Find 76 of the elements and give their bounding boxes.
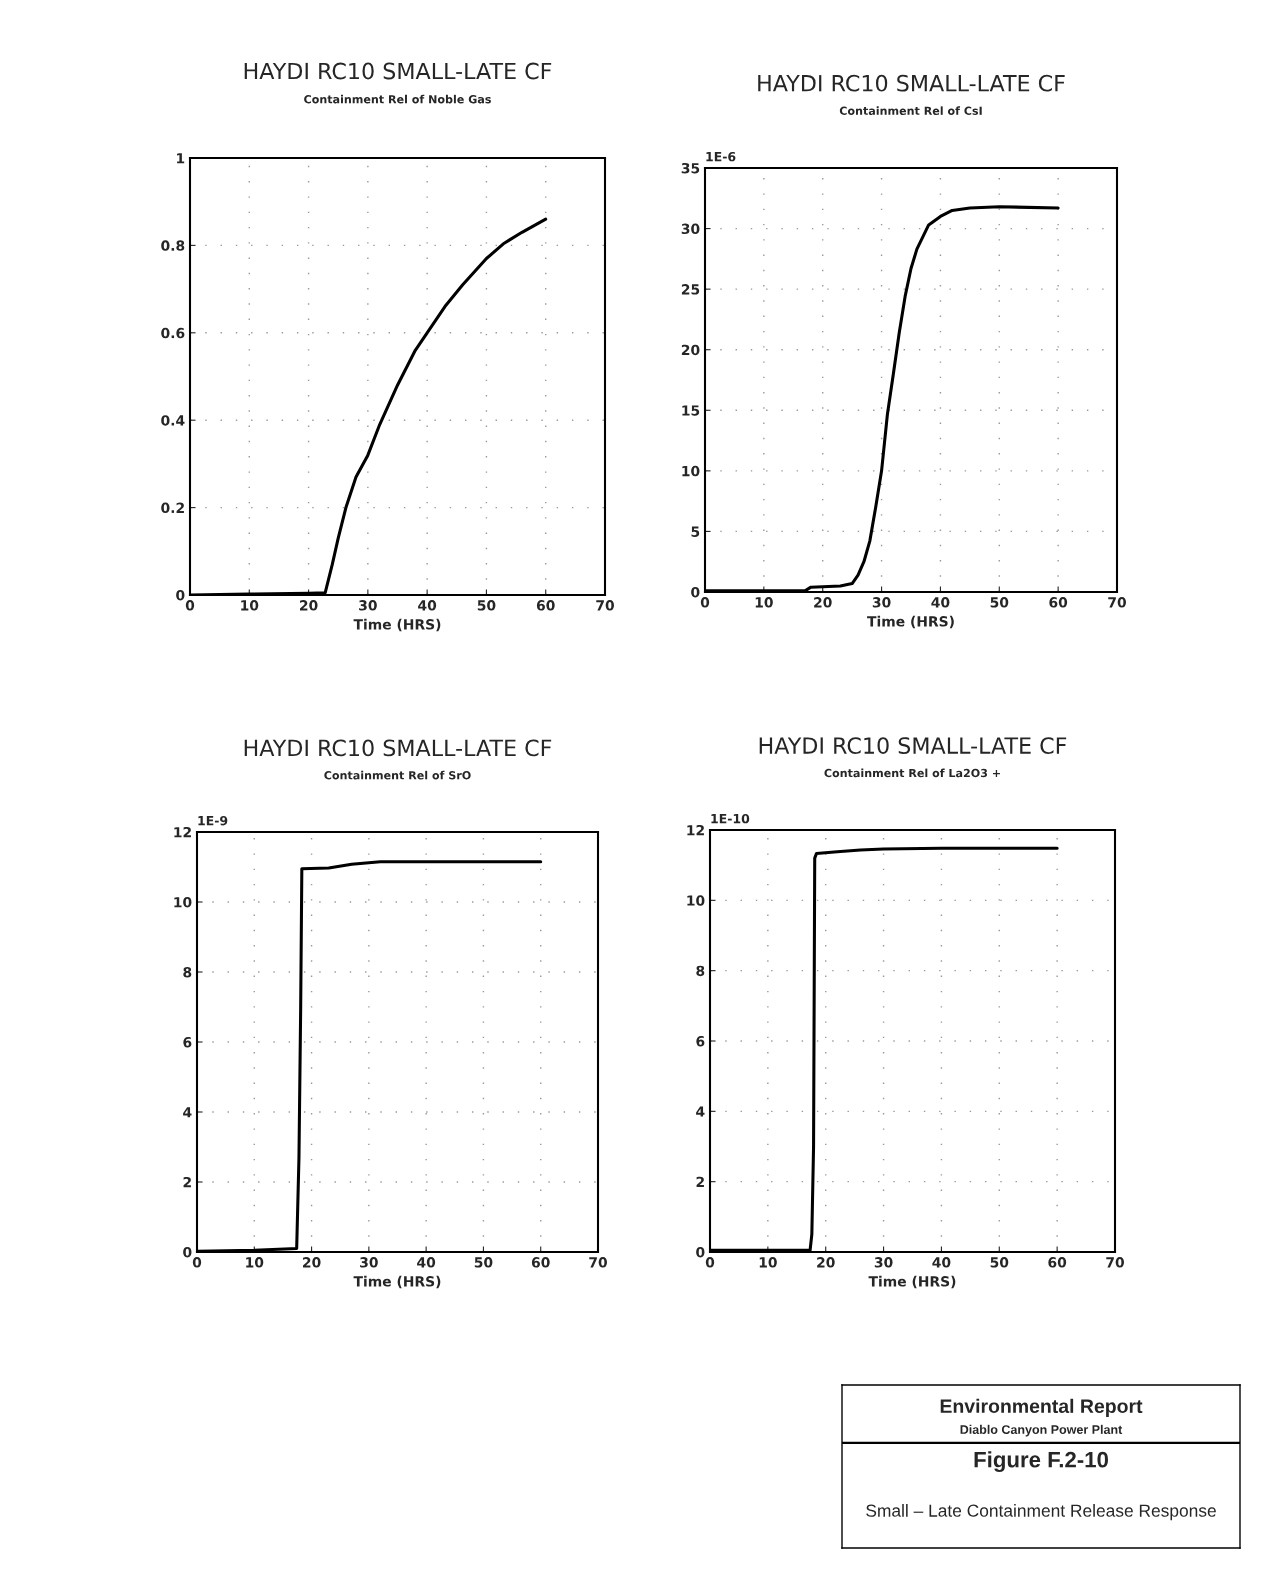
y-tick-label: 8	[696, 965, 705, 977]
y-tick-label: 0.4	[161, 415, 185, 426]
x-tick-label: 70	[589, 1257, 607, 1268]
y-axis-title: 1E-6	[706, 151, 736, 162]
x-tick-label: 30	[360, 1257, 378, 1268]
y-tick-label: 30	[681, 223, 700, 235]
chart-title: HAYDI RC10 SMALL-LATE CF	[758, 74, 1065, 92]
x-tick-label: 50	[474, 1257, 493, 1268]
x-tick-label: 0	[705, 1257, 715, 1268]
chart-subtitle: Containment Rel of SrO	[324, 770, 471, 780]
x-tick-label: 60	[1048, 1257, 1067, 1268]
x-tick-label: 40	[932, 1257, 951, 1268]
x-tick-label: 50	[990, 1257, 1009, 1268]
x-tick-label: 30	[872, 597, 891, 608]
y-tick-label: 10	[174, 896, 192, 908]
y-tick-label: 5	[691, 526, 700, 537]
chart-title: HAYDI RC10 SMALL-LATE CF	[244, 62, 552, 80]
y-tick-label: 2	[696, 1176, 704, 1187]
x-tick-label: 10	[755, 597, 773, 608]
y-tick-label: 20	[681, 344, 700, 356]
x-axis-title: Time (HRS)	[353, 1275, 441, 1289]
text: Environmental Report	[940, 1398, 1143, 1417]
x-tick-label: 60	[1049, 597, 1068, 608]
y-tick-label: 10	[682, 465, 700, 477]
x-axis-title: Time (HRS)	[353, 618, 441, 632]
x-tick-label: 30	[874, 1257, 893, 1268]
x-tick-label: 70	[1106, 1257, 1124, 1268]
x-tick-label: 10	[759, 1257, 777, 1268]
x-tick-label: 60	[536, 600, 555, 611]
chart-subtitle: Containment Rel of CsI	[839, 106, 982, 115]
y-tick-label: 4	[696, 1106, 705, 1117]
y-tick-label: 8	[183, 966, 192, 978]
x-tick-label: 30	[359, 600, 377, 611]
x-tick-label: 40	[418, 600, 437, 611]
text: Diablo Canyon Power Plant	[960, 1424, 1123, 1437]
text: Figure F.2-10	[974, 1451, 1109, 1473]
y-tick-label: 0	[691, 586, 700, 598]
x-tick-label: 40	[931, 597, 950, 608]
y-tick-label: 0	[183, 1246, 192, 1258]
x-tick-label: 20	[814, 597, 832, 608]
chart-subtitle: Containment Rel of Noble Gas	[304, 94, 491, 104]
y-axis-title: 1E-9	[198, 815, 228, 826]
y-tick-label: 6	[696, 1035, 705, 1047]
x-tick-label: 10	[246, 1257, 264, 1268]
y-tick-label: 25	[681, 284, 700, 295]
y-tick-label: 0.2	[161, 502, 184, 514]
x-axis-title: Time (HRS)	[867, 615, 954, 629]
y-tick-label: 4	[183, 1107, 192, 1118]
x-tick-label: 50	[990, 597, 1009, 608]
y-tick-label: 35	[681, 162, 700, 174]
x-tick-label: 20	[300, 600, 318, 611]
y-axis-title: 1E-10	[711, 813, 750, 824]
y-tick-label: 0.6	[161, 327, 185, 339]
x-tick-label: 70	[596, 600, 614, 611]
y-tick-label: 2	[183, 1176, 191, 1188]
y-tick-label: 15	[682, 405, 700, 416]
chart-title: HAYDI RC10 SMALL-LATE CF	[244, 739, 552, 757]
x-tick-label: 20	[817, 1257, 835, 1268]
x-tick-label: 70	[1108, 597, 1126, 608]
y-tick-label: 10	[687, 895, 705, 906]
chart-title: HAYDI RC10 SMALL-LATE CF	[759, 737, 1067, 754]
y-tick-label: 6	[183, 1036, 192, 1048]
y-tick-label: 0	[696, 1246, 705, 1258]
y-tick-label: 12	[174, 826, 191, 838]
text: Small – Late Containment Release Response	[866, 1504, 1216, 1521]
x-tick-label: 10	[241, 600, 259, 611]
y-tick-label: 0.8	[161, 240, 185, 251]
x-tick-label: 20	[303, 1257, 321, 1268]
x-tick-label: 40	[417, 1257, 436, 1268]
x-tick-label: 0	[192, 1257, 202, 1268]
chart-subtitle: Containment Rel of La2O3 +	[824, 768, 1000, 778]
x-tick-label: 50	[477, 600, 496, 611]
x-axis-title: Time (HRS)	[868, 1275, 956, 1289]
x-tick-label: 60	[531, 1257, 550, 1268]
y-tick-label: 12	[687, 824, 704, 836]
y-tick-label: 1	[177, 153, 185, 164]
